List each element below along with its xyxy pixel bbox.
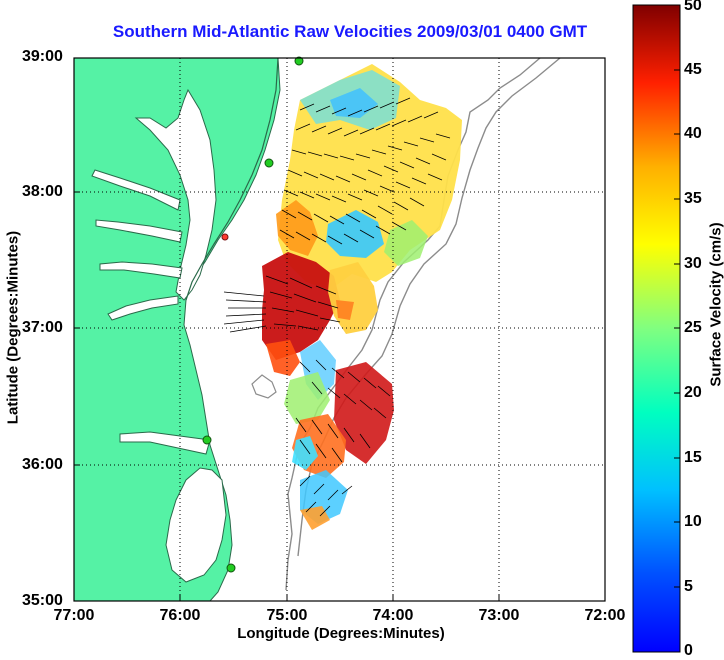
x-axis-label: Longitude (Degrees:Minutes) bbox=[200, 625, 482, 642]
x-tick-label: 74:00 bbox=[363, 607, 423, 625]
colorbar-tick-label: 40 bbox=[684, 125, 702, 143]
y-tick-label: 38:00 bbox=[22, 183, 63, 201]
colorbar-tick-label: 35 bbox=[684, 190, 702, 208]
colorbar-tick-label: 30 bbox=[684, 255, 702, 273]
x-tick-label: 75:00 bbox=[257, 607, 317, 625]
colorbar bbox=[633, 5, 680, 652]
colorbar-tick-label: 10 bbox=[684, 513, 702, 531]
colorbar-tick-label: 45 bbox=[684, 61, 702, 79]
colorbar-tick-label: 20 bbox=[684, 384, 702, 402]
colorbar-tick-label: 50 bbox=[684, 0, 702, 15]
radar-station-marker bbox=[203, 436, 211, 444]
x-tick-label: 77:00 bbox=[44, 607, 104, 625]
x-tick-label: 76:00 bbox=[150, 607, 210, 625]
radar-station-marker bbox=[227, 564, 235, 572]
y-axis-label: Latitude (Degrees:Minutes) bbox=[5, 198, 22, 458]
colorbar-tick-label: 25 bbox=[684, 319, 702, 337]
radar-station-marker bbox=[222, 234, 228, 240]
colorbar-tick-label: 5 bbox=[684, 578, 693, 596]
y-tick-label: 37:00 bbox=[22, 319, 63, 337]
x-tick-label: 72:00 bbox=[575, 607, 635, 625]
colorbar-tick-label: 15 bbox=[684, 449, 702, 467]
y-tick-label: 39:00 bbox=[22, 48, 63, 66]
y-tick-label: 36:00 bbox=[22, 456, 63, 474]
colorbar-tick-label: 0 bbox=[684, 642, 693, 660]
x-tick-label: 73:00 bbox=[469, 607, 529, 625]
colorbar-label: Surface Velocity (cm/s) bbox=[708, 185, 724, 425]
radar-station-marker bbox=[265, 159, 273, 167]
